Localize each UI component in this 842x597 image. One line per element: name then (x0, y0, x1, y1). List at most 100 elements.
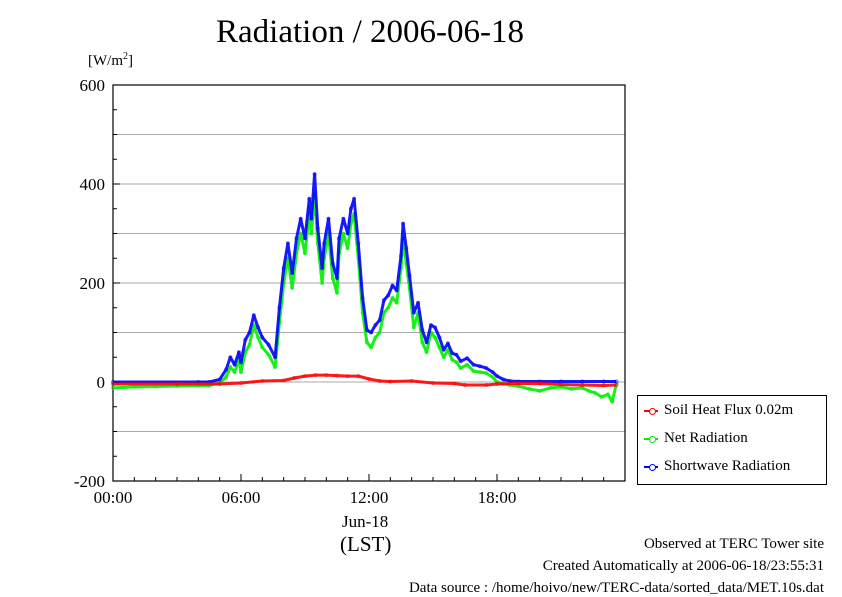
series-point-shortwave-radiation-66 (484, 366, 489, 371)
series-point-shortwave-radiation-19 (290, 271, 295, 276)
series-point-shortwave-radiation-34 (345, 231, 350, 236)
series-point-shortwave-radiation-25 (312, 172, 317, 177)
series-point-shortwave-radiation-3 (217, 377, 222, 382)
series-point-shortwave-radiation-37 (356, 241, 361, 246)
footer-created-timestamp: Created Automatically at 2006-06-18/23:5… (542, 558, 824, 574)
legend-label-shortwave-radiation: Shortwave Radiation (664, 458, 791, 474)
series-point-shortwave-radiation-40 (369, 330, 374, 335)
series-point-soil-heat-flux-0-02m-3 (238, 380, 243, 385)
x-tick-label-12: 12:00 (350, 488, 389, 507)
series-point-shortwave-radiation-46 (394, 288, 399, 293)
series-point-shortwave-radiation-53 (420, 327, 425, 332)
series-point-shortwave-radiation-28 (322, 241, 327, 246)
series-point-shortwave-radiation-68 (494, 374, 499, 379)
y-tick-label-200: 200 (80, 274, 106, 293)
series-point-soil-heat-flux-0-02m-21 (494, 381, 499, 386)
series-point-shortwave-radiation-48 (401, 221, 406, 226)
series-line-shortwave-radiation (113, 172, 617, 384)
series-point-net-radiation-34 (334, 290, 339, 295)
series-point-shortwave-radiation-67 (490, 370, 495, 375)
series-point-shortwave-radiation-18 (285, 241, 290, 246)
series-point-net-radiation-70 (490, 375, 495, 380)
series-point-soil-heat-flux-0-02m-12 (356, 374, 361, 379)
series-point-shortwave-radiation-49 (404, 246, 409, 251)
series-point-net-radiation-16 (260, 345, 265, 350)
series-point-shortwave-radiation-43 (381, 298, 386, 303)
legend-swatch-shortwave-radiation (644, 462, 658, 472)
series-point-soil-heat-flux-0-02m-24 (559, 382, 564, 387)
series-point-soil-heat-flux-0-02m-7 (302, 374, 307, 379)
y-axis-unit-text: [W/m (88, 53, 123, 69)
chart-legend: Soil Heat Flux 0.02m Net Radiation Short… (637, 395, 827, 485)
series-point-shortwave-radiation-4 (224, 367, 229, 372)
series-point-net-radiation-83 (599, 394, 604, 399)
y-axis-unit-exponent: 2 (123, 51, 128, 62)
series-point-soil-heat-flux-0-02m-6 (292, 375, 297, 380)
series-point-soil-heat-flux-0-02m-27 (614, 382, 619, 387)
series-point-soil-heat-flux-0-02m-4 (260, 378, 265, 383)
series-point-net-radiation-18 (273, 365, 278, 370)
series-line-net-radiation (112, 192, 618, 404)
series-point-net-radiation-68 (477, 370, 482, 375)
series-point-net-radiation-76 (537, 388, 542, 393)
y-tick-label-600: 600 (80, 76, 106, 95)
series-point-net-radiation-25 (302, 251, 307, 256)
series-point-net-radiation-84 (605, 392, 610, 397)
series-point-net-radiation-7 (224, 375, 229, 380)
series-point-shortwave-radiation-6 (232, 362, 237, 367)
series-point-shortwave-radiation-59 (445, 341, 450, 346)
x-tick-label-6: 06:00 (222, 488, 261, 507)
series-point-soil-heat-flux-0-02m-20 (484, 382, 489, 387)
footer-data-source: Data source : /home/hoivo/new/TERC-data/… (408, 580, 824, 596)
series-point-net-radiation-65 (458, 366, 463, 371)
series-point-shortwave-radiation-55 (428, 323, 433, 328)
y-tick-label-400: 400 (80, 175, 106, 194)
series-point-shortwave-radiation-33 (341, 216, 346, 221)
series-point-net-radiation-56 (420, 340, 425, 345)
series-point-soil-heat-flux-0-02m-13 (366, 376, 371, 381)
series-point-shortwave-radiation-7 (236, 350, 241, 355)
series-point-shortwave-radiation-36 (352, 196, 357, 201)
series-point-net-radiation-59 (433, 335, 438, 340)
series-point-net-radiation-9 (232, 370, 237, 375)
series-point-shortwave-radiation-29 (326, 216, 331, 221)
series-point-shortwave-radiation-20 (294, 236, 299, 241)
series-point-net-radiation-0 (111, 385, 116, 390)
series-point-soil-heat-flux-0-02m-8 (313, 373, 318, 378)
series-point-soil-heat-flux-0-02m-14 (377, 378, 382, 383)
series-point-net-radiation-22 (290, 285, 295, 290)
series-point-soil-heat-flux-0-02m-23 (537, 381, 542, 386)
series-point-shortwave-radiation-56 (433, 325, 438, 330)
series-point-soil-heat-flux-0-02m-10 (334, 373, 339, 378)
series-point-shortwave-radiation-35 (348, 206, 353, 211)
series-point-soil-heat-flux-0-02m-18 (452, 381, 457, 386)
series-point-shortwave-radiation-17 (281, 266, 286, 271)
series-point-shortwave-radiation-24 (309, 216, 314, 221)
series-point-shortwave-radiation-57 (437, 335, 442, 340)
series-point-soil-heat-flux-0-02m-1 (174, 381, 179, 386)
legend-label-net-radiation: Net Radiation (664, 430, 748, 446)
series-point-net-radiation-8 (228, 365, 233, 370)
series-point-shortwave-radiation-45 (390, 283, 395, 288)
series-point-soil-heat-flux-0-02m-15 (388, 379, 393, 384)
series-point-shortwave-radiation-54 (424, 340, 429, 345)
series-point-shortwave-radiation-8 (238, 360, 243, 365)
series-point-shortwave-radiation-62 (458, 359, 463, 364)
series-point-net-radiation-13 (247, 342, 252, 347)
x-axis-date-label: Jun-18 (342, 512, 389, 531)
series-point-net-radiation-49 (394, 300, 399, 305)
series-point-shortwave-radiation-42 (377, 318, 382, 323)
series-point-shortwave-radiation-65 (477, 364, 482, 369)
series-point-soil-heat-flux-0-02m-26 (601, 383, 606, 388)
series-point-shortwave-radiation-39 (364, 327, 369, 332)
legend-swatch-net-radiation (644, 434, 658, 444)
series-point-net-radiation-27 (309, 231, 314, 236)
series-point-net-radiation-43 (369, 345, 374, 350)
series-point-shortwave-radiation-14 (266, 342, 271, 347)
series-point-shortwave-radiation-26 (315, 226, 320, 231)
legend-swatch-soil-heat-flux (644, 406, 658, 416)
series-point-shortwave-radiation-27 (320, 266, 325, 271)
series-point-net-radiation-30 (320, 280, 325, 285)
series-point-net-radiation-67 (471, 369, 476, 374)
series-point-shortwave-radiation-31 (334, 276, 339, 281)
